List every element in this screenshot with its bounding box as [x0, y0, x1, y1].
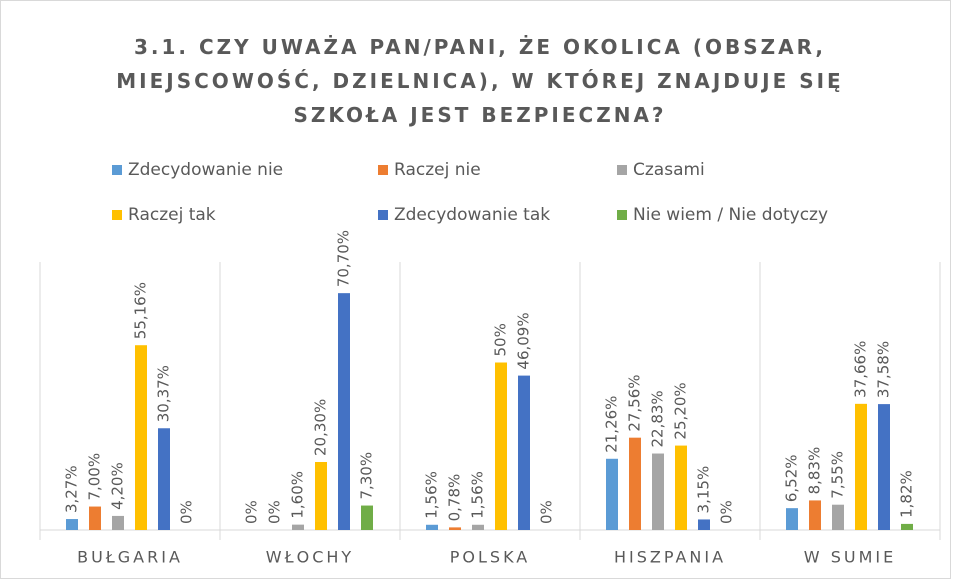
- value-label: 1,56%: [423, 471, 441, 519]
- bar: [472, 524, 484, 530]
- bar: [361, 505, 373, 530]
- bar: [135, 345, 147, 530]
- value-label: 27,56%: [626, 374, 644, 431]
- bar: [112, 515, 124, 530]
- bar: [158, 428, 170, 530]
- value-label: 0%: [266, 500, 284, 524]
- value-label: 1,56%: [469, 471, 487, 519]
- value-label: 4,20%: [109, 462, 127, 510]
- bar: [495, 362, 507, 530]
- value-label: 0%: [718, 500, 736, 524]
- legend-swatch: [378, 165, 388, 175]
- legend-label: Raczej tak: [128, 205, 216, 225]
- bar: [449, 527, 461, 530]
- value-label: 8,83%: [806, 447, 824, 495]
- bar: [878, 404, 890, 530]
- bar: [675, 445, 687, 530]
- x-tick-label: W SUMIE: [804, 548, 896, 567]
- value-label: 0%: [538, 500, 556, 524]
- value-label: 37,66%: [852, 341, 870, 398]
- bar: [426, 524, 438, 530]
- legend-swatch: [378, 210, 388, 220]
- value-label: 3,27%: [63, 465, 81, 513]
- legend-label: Zdecydowanie nie: [128, 160, 283, 180]
- value-label: 1,82%: [898, 470, 916, 518]
- bar: [89, 506, 101, 530]
- value-label: 20,30%: [312, 399, 330, 456]
- legend-swatch: [617, 210, 627, 220]
- value-label: 50%: [492, 323, 510, 356]
- bar: [832, 504, 844, 530]
- value-label: 7,55%: [829, 451, 847, 499]
- bar: [698, 519, 710, 530]
- value-label: 0%: [243, 500, 261, 524]
- bar: [786, 508, 798, 530]
- bar: [809, 500, 821, 530]
- bar: [606, 458, 618, 530]
- legend-label: Zdecydowanie tak: [394, 205, 550, 225]
- value-label: 55,16%: [132, 282, 150, 339]
- bar: [315, 461, 327, 530]
- value-label: 25,20%: [672, 382, 690, 439]
- value-label: 46,09%: [515, 312, 533, 369]
- x-tick-label: HISZPANIA: [614, 548, 726, 567]
- chart-title: 3.1. CZY UWAŻA PAN/PANI, ŻE OKOLICA (OBS…: [116, 35, 844, 127]
- value-label: 30,37%: [155, 365, 173, 422]
- bar: [901, 523, 913, 530]
- bar: [518, 375, 530, 530]
- bar: [652, 453, 664, 530]
- value-label: 3,15%: [695, 466, 713, 514]
- bar: [338, 293, 350, 530]
- legend-swatch: [112, 165, 122, 175]
- value-label: 7,30%: [358, 452, 376, 500]
- bar: [292, 524, 304, 530]
- x-tick-label: BUŁGARIA: [77, 548, 183, 567]
- x-tick-label: WŁOCHY: [266, 548, 354, 567]
- value-label: 21,26%: [603, 396, 621, 453]
- value-label: 70,70%: [335, 230, 353, 287]
- legend-swatch: [112, 210, 122, 220]
- legend-label: Raczej nie: [394, 160, 481, 180]
- bar: [855, 403, 867, 530]
- value-label: 22,83%: [649, 390, 667, 447]
- bar: [66, 519, 78, 530]
- value-label: 7,00%: [86, 453, 104, 501]
- value-label: 1,60%: [289, 471, 307, 519]
- x-tick-label: POLSKA: [450, 548, 530, 567]
- legend-swatch: [617, 165, 627, 175]
- value-label: 37,58%: [875, 341, 893, 398]
- bar: [629, 437, 641, 530]
- legend-label: Nie wiem / Nie dotyczy: [633, 205, 828, 225]
- value-label: 6,52%: [783, 455, 801, 503]
- legend-label: Czasami: [633, 160, 705, 180]
- value-label: 0%: [178, 500, 196, 524]
- value-label: 0,78%: [446, 474, 464, 522]
